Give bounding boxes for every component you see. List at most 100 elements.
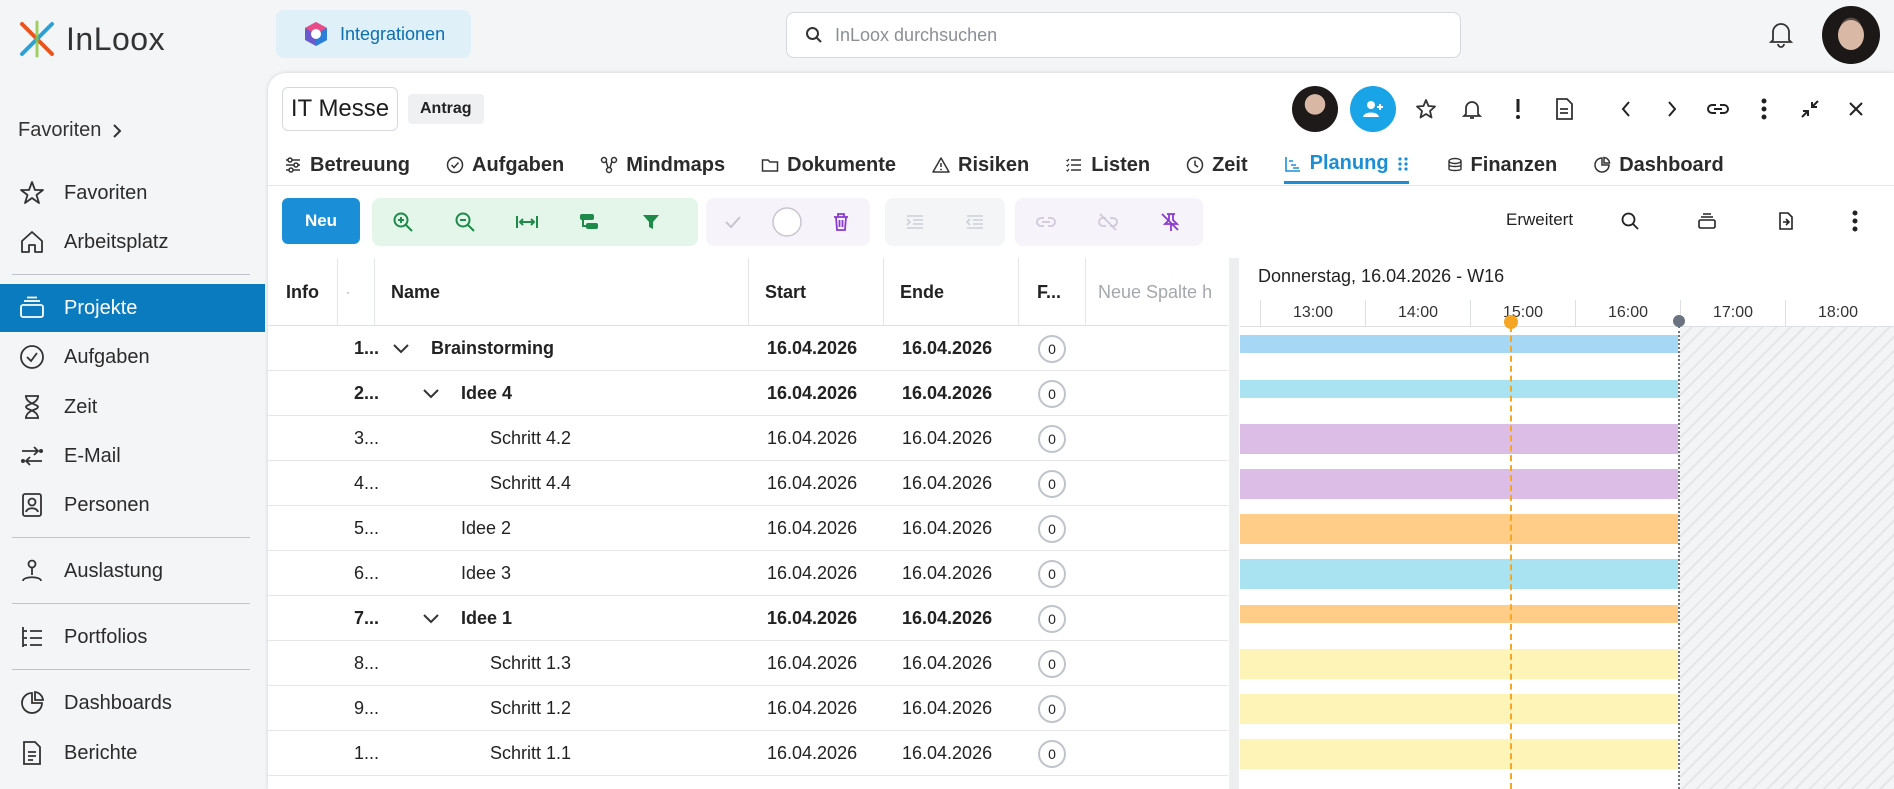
new-button[interactable]: Neu <box>282 198 360 244</box>
user-avatar[interactable] <box>1822 6 1880 64</box>
status-badge[interactable]: Antrag <box>408 94 484 124</box>
column-header-f[interactable]: F... <box>1019 258 1086 326</box>
sidebar-item-auslastung[interactable]: Auslastung <box>0 547 265 595</box>
favorite-button[interactable] <box>1413 96 1439 122</box>
add-member-button[interactable] <box>1350 86 1396 132</box>
table-row[interactable]: 9... Schritt 1.2 16.04.2026 16.04.2026 0 <box>268 686 1228 731</box>
tab-mindmaps[interactable]: Mindmaps <box>600 146 725 184</box>
notifications-button[interactable] <box>1768 20 1794 48</box>
tab-listen[interactable]: Listen <box>1065 146 1150 184</box>
project-title[interactable]: IT Messe <box>282 87 398 131</box>
progress-circle[interactable]: 0 <box>1038 371 1066 416</box>
tab-betreuung[interactable]: Betreuung <box>284 146 410 184</box>
tab-zeit[interactable]: Zeit <box>1186 146 1248 184</box>
progress-circle[interactable]: 0 <box>1038 731 1066 776</box>
subscribe-button[interactable] <box>1459 96 1485 122</box>
sidebar-item-arbeitsplatz[interactable]: Arbeitsplatz <box>0 218 265 266</box>
tab-dashboard[interactable]: Dashboard <box>1593 146 1724 184</box>
progress-circle[interactable]: 0 <box>1038 686 1066 731</box>
grid-gantt-splitter[interactable] <box>1229 258 1239 789</box>
critical-path-button[interactable] <box>558 198 620 246</box>
drag-handle-icon[interactable] <box>1397 156 1409 172</box>
close-button[interactable] <box>1843 96 1869 122</box>
indent-button[interactable] <box>885 198 945 246</box>
layout-button[interactable] <box>1697 211 1717 231</box>
sidebar-item-berichte[interactable]: Berichte <box>0 729 265 777</box>
sidebar-item-projekte[interactable]: Projekte <box>0 284 265 332</box>
expand-button[interactable] <box>392 326 410 371</box>
collapse-button[interactable] <box>1797 96 1823 122</box>
expand-button[interactable] <box>422 371 440 416</box>
copy-link-button[interactable] <box>1705 96 1731 122</box>
delete-button[interactable] <box>814 198 868 246</box>
progress-circle[interactable]: 0 <box>1038 416 1066 461</box>
column-header-name[interactable]: Name <box>375 258 749 326</box>
tab-planung[interactable]: Planung <box>1283 146 1409 184</box>
outdent-button[interactable] <box>945 198 1005 246</box>
advanced-button[interactable]: Erweitert <box>1506 210 1573 230</box>
zoom-in-button[interactable] <box>372 198 434 246</box>
gantt-bar[interactable] <box>1240 605 1678 623</box>
sidebar-item-personen[interactable]: Personen <box>0 481 265 529</box>
table-row[interactable]: 3... Schritt 4.2 16.04.2026 16.04.2026 0 <box>268 416 1228 461</box>
sidebar-item-favoriten[interactable]: Favoriten <box>0 169 265 217</box>
progress-circle[interactable]: 0 <box>1038 596 1066 641</box>
expand-button[interactable] <box>422 596 440 641</box>
progress-circle[interactable]: 0 <box>1038 326 1066 371</box>
column-header-info[interactable]: Info <box>268 258 338 326</box>
gantt-bar[interactable] <box>1240 739 1678 769</box>
gantt-bar[interactable] <box>1240 335 1678 353</box>
table-row[interactable]: 1... Brainstorming 16.04.2026 16.04.2026… <box>268 326 1228 371</box>
gantt-bar[interactable] <box>1240 380 1678 398</box>
table-row[interactable]: 1... Schritt 1.1 16.04.2026 16.04.2026 0 <box>268 731 1228 776</box>
priority-button[interactable] <box>1505 96 1531 122</box>
gantt-bar[interactable] <box>1240 469 1678 499</box>
more-options-button[interactable] <box>1751 96 1777 122</box>
sidebar-item-zeit[interactable]: Zeit <box>0 383 265 431</box>
progress-circle[interactable]: 0 <box>1038 641 1066 686</box>
column-header-start[interactable]: Start <box>749 258 884 326</box>
gantt-search-button[interactable] <box>1620 211 1640 231</box>
sidebar-item-portfolios[interactable]: Portfolios <box>0 613 265 661</box>
gantt-bar[interactable] <box>1240 694 1678 724</box>
tab-dokumente[interactable]: Dokumente <box>761 146 896 184</box>
favorites-header[interactable]: Favoriten <box>18 119 123 142</box>
progress-circle[interactable]: 0 <box>1038 461 1066 506</box>
zoom-out-button[interactable] <box>434 198 496 246</box>
table-row[interactable]: 5... Idee 2 16.04.2026 16.04.2026 0 <box>268 506 1228 551</box>
sidebar-item-email[interactable]: E-Mail <box>0 432 265 480</box>
table-row[interactable]: 8... Schritt 1.3 16.04.2026 16.04.2026 0 <box>268 641 1228 686</box>
gantt-bar[interactable] <box>1240 649 1678 679</box>
unlink-tasks-button[interactable] <box>1077 198 1139 246</box>
member-avatar[interactable] <box>1292 86 1338 132</box>
tab-risiken[interactable]: Risiken <box>932 146 1029 184</box>
document-button[interactable] <box>1551 96 1577 122</box>
progress-button[interactable] <box>760 198 814 246</box>
complete-button[interactable] <box>706 198 760 246</box>
new-column-input[interactable]: Neue Spalte h <box>1086 258 1228 326</box>
search-input[interactable]: InLoox durchsuchen <box>786 12 1461 58</box>
integrations-button[interactable]: Integrationen <box>276 10 471 58</box>
gantt-bar[interactable] <box>1240 559 1678 589</box>
fit-width-button[interactable] <box>496 198 558 246</box>
tab-finanzen[interactable]: Finanzen <box>1445 146 1557 184</box>
next-button[interactable] <box>1659 96 1685 122</box>
toolbar-more-button[interactable] <box>1852 210 1858 232</box>
sidebar-item-dashboards[interactable]: Dashboards <box>0 679 265 727</box>
progress-circle[interactable]: 0 <box>1038 551 1066 596</box>
progress-circle[interactable]: 0 <box>1038 506 1066 551</box>
table-row[interactable]: 4... Schritt 4.4 16.04.2026 16.04.2026 0 <box>268 461 1228 506</box>
previous-button[interactable] <box>1613 96 1639 122</box>
table-row[interactable]: 6... Idee 3 16.04.2026 16.04.2026 0 <box>268 551 1228 596</box>
inloox-logo[interactable]: InLoox <box>18 20 165 58</box>
table-row[interactable]: 7... Idee 1 16.04.2026 16.04.2026 0 <box>268 596 1228 641</box>
tab-aufgaben[interactable]: Aufgaben <box>446 146 564 184</box>
filter-button[interactable] <box>620 198 682 246</box>
gantt-bar[interactable] <box>1240 424 1678 454</box>
gantt-bar[interactable] <box>1240 514 1678 544</box>
table-row[interactable]: 2... Idee 4 16.04.2026 16.04.2026 0 <box>268 371 1228 416</box>
link-tasks-button[interactable] <box>1015 198 1077 246</box>
column-header-end[interactable]: Ende <box>884 258 1019 326</box>
column-header-number[interactable]: · <box>338 258 375 326</box>
sidebar-item-aufgaben[interactable]: Aufgaben <box>0 333 265 381</box>
